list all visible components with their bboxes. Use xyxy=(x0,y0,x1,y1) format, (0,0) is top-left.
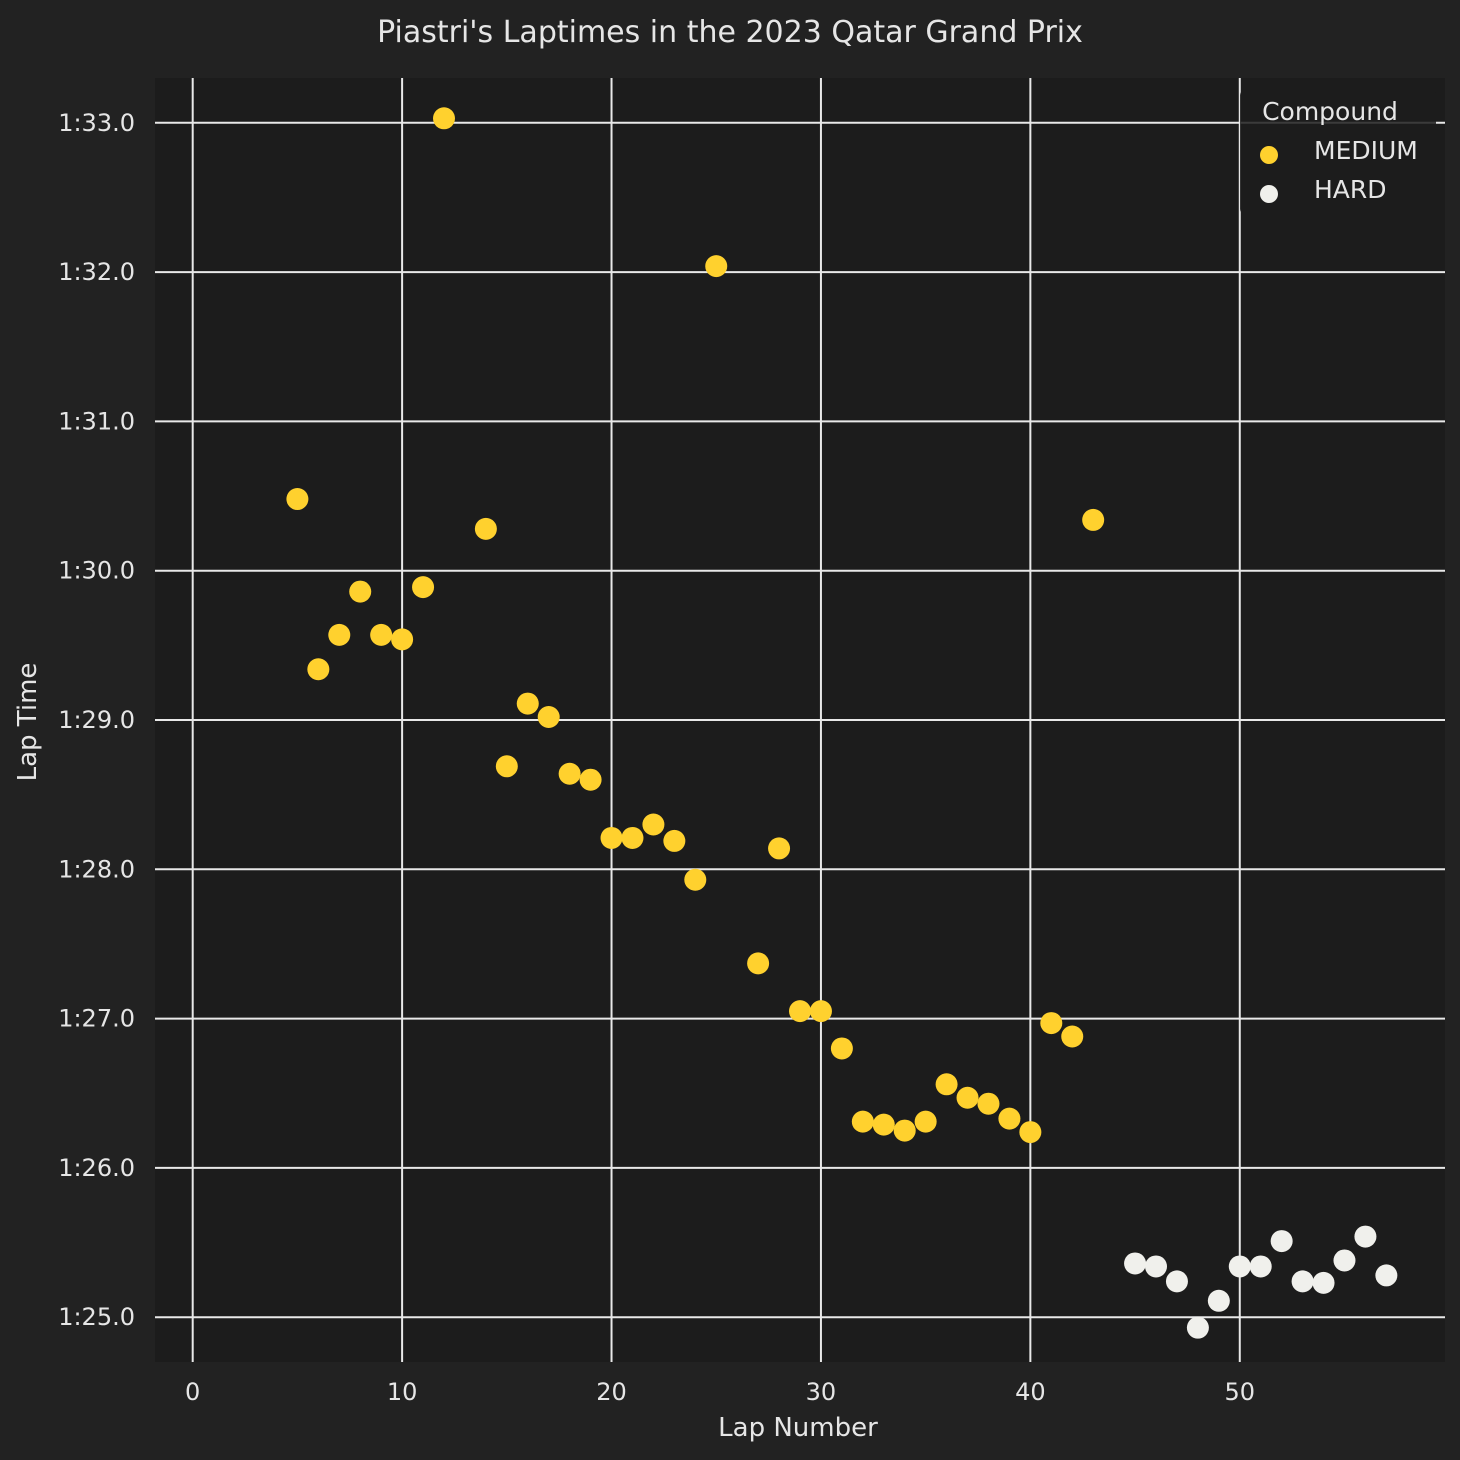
legend-marker-hard xyxy=(1260,185,1278,203)
point-medium xyxy=(370,623,393,646)
point-medium xyxy=(809,1000,832,1023)
point-hard xyxy=(1228,1255,1251,1278)
legend-box xyxy=(1240,90,1436,214)
y-tick-label: 1:33.0 xyxy=(58,109,135,137)
point-hard xyxy=(1291,1270,1314,1293)
y-tick-label: 1:25.0 xyxy=(58,1303,135,1331)
point-medium xyxy=(1061,1025,1084,1048)
x-tick-label: 30 xyxy=(806,1378,837,1406)
point-medium xyxy=(998,1107,1021,1130)
point-medium xyxy=(914,1110,937,1133)
point-medium xyxy=(495,755,518,778)
point-medium xyxy=(432,107,455,130)
point-medium xyxy=(600,826,623,849)
legend-title: Compound xyxy=(1262,97,1398,126)
point-medium xyxy=(789,1000,811,1023)
point-hard xyxy=(1145,1255,1168,1278)
legend-label-medium: MEDIUM xyxy=(1314,136,1418,165)
point-hard xyxy=(1186,1316,1209,1339)
point-medium xyxy=(558,762,581,785)
point-medium xyxy=(349,580,372,603)
x-tick-label: 10 xyxy=(387,1378,418,1406)
point-medium xyxy=(474,517,497,540)
point-medium xyxy=(286,488,309,511)
point-medium xyxy=(412,576,435,599)
point-medium xyxy=(391,628,414,651)
legend-marker-medium xyxy=(1260,146,1278,164)
point-hard xyxy=(1207,1289,1230,1312)
point-hard xyxy=(1270,1230,1293,1253)
point-medium xyxy=(537,706,560,729)
point-medium xyxy=(935,1073,958,1096)
x-axis-label: Lap Number xyxy=(718,1413,878,1443)
point-medium xyxy=(1040,1012,1063,1035)
point-medium xyxy=(1019,1121,1042,1144)
tick-labels: 0 10 20 30 40 50 1:25.0 1:26.0 1:27.0 1:28.0 1:29.… xyxy=(58,109,1255,1406)
y-axis-label: Lap Time xyxy=(13,663,43,782)
point-medium xyxy=(642,813,665,836)
point-medium xyxy=(872,1113,895,1136)
chart-title: Piastri's Laptimes in the 2023 Qatar Gra… xyxy=(377,15,1083,50)
y-tick-label: 1:29.0 xyxy=(58,706,135,734)
point-hard xyxy=(1165,1270,1188,1293)
point-medium xyxy=(328,623,351,646)
x-tick-label: 20 xyxy=(596,1378,627,1406)
point-hard xyxy=(1354,1225,1377,1248)
point-medium xyxy=(663,829,686,852)
point-hard xyxy=(1249,1255,1272,1278)
point-medium xyxy=(579,768,602,791)
point-medium xyxy=(621,826,644,849)
y-tick-label: 1:28.0 xyxy=(58,855,135,883)
y-tick-label: 1:30.0 xyxy=(58,557,135,585)
y-tick-label: 1:31.0 xyxy=(58,407,135,435)
x-tick-label: 40 xyxy=(1015,1378,1046,1406)
point-hard xyxy=(1124,1252,1147,1275)
point-medium xyxy=(893,1119,916,1142)
data-points xyxy=(286,107,1398,1339)
point-medium xyxy=(705,255,728,278)
point-medium xyxy=(684,868,707,891)
point-medium xyxy=(768,837,791,860)
point-medium xyxy=(977,1092,1000,1115)
y-tick-label: 1:26.0 xyxy=(58,1154,135,1182)
point-medium xyxy=(747,952,770,975)
point-hard xyxy=(1375,1264,1398,1287)
x-tick-label: 50 xyxy=(1224,1378,1255,1406)
y-tick-label: 1:32.0 xyxy=(58,258,135,286)
legend-label-hard: HARD xyxy=(1314,175,1387,204)
point-medium xyxy=(307,658,330,681)
legend: Compound MEDIUM HARD xyxy=(1240,90,1436,214)
grid xyxy=(155,78,1445,1362)
point-hard xyxy=(1312,1271,1335,1294)
point-hard xyxy=(1333,1249,1356,1272)
point-medium xyxy=(956,1086,979,1109)
point-medium xyxy=(1082,508,1105,531)
point-medium xyxy=(516,692,539,715)
point-medium xyxy=(830,1037,853,1060)
x-tick-label: 0 xyxy=(185,1378,200,1406)
point-medium xyxy=(851,1110,874,1133)
y-tick-label: 1:27.0 xyxy=(58,1005,135,1033)
